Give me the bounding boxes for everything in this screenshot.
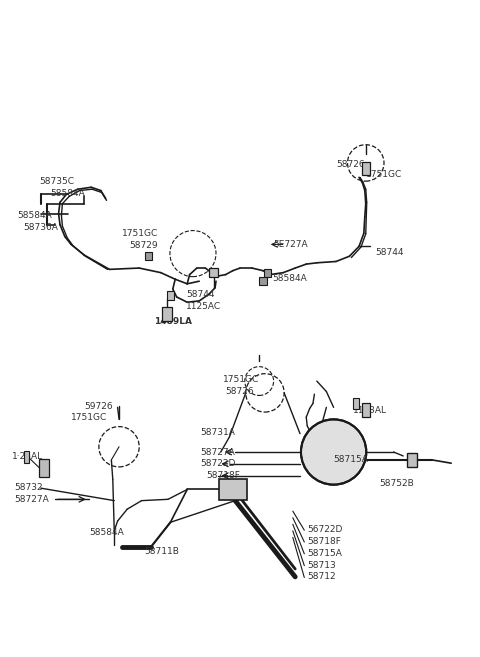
Bar — [39, 459, 49, 477]
Text: 58744: 58744 — [375, 248, 404, 257]
Text: 58584A: 58584A — [273, 274, 307, 283]
Bar — [167, 291, 174, 300]
Bar — [362, 162, 370, 175]
Text: 1123AL: 1123AL — [353, 406, 387, 415]
Bar — [219, 479, 247, 500]
Bar — [407, 453, 417, 467]
Text: 58729: 58729 — [130, 241, 158, 250]
Text: 58731A: 58731A — [201, 428, 236, 437]
Text: 58711B: 58711B — [144, 547, 179, 556]
Text: 58727A: 58727A — [201, 447, 235, 457]
Text: 56722D: 56722D — [307, 525, 343, 534]
Text: 58584A: 58584A — [17, 211, 51, 220]
Text: 1125AC: 1125AC — [186, 302, 221, 311]
Text: 58584A: 58584A — [89, 528, 123, 537]
Text: 1751GC: 1751GC — [366, 170, 402, 179]
Bar — [264, 269, 272, 277]
Bar — [145, 252, 153, 260]
Bar — [162, 307, 172, 321]
Text: 58584A: 58584A — [50, 189, 85, 198]
Bar — [209, 268, 218, 277]
Text: 58718F: 58718F — [307, 537, 341, 546]
Circle shape — [301, 419, 366, 485]
Text: 5E727A: 5E727A — [274, 240, 308, 249]
Text: 58727A: 58727A — [14, 495, 49, 504]
Text: 1751GC: 1751GC — [71, 413, 108, 422]
Text: 58713: 58713 — [307, 560, 336, 570]
Text: 58732: 58732 — [14, 483, 43, 492]
Text: 58715A: 58715A — [334, 455, 369, 464]
Text: 58726: 58726 — [226, 387, 254, 396]
Text: 1·23AL: 1·23AL — [12, 452, 43, 461]
Bar — [259, 277, 267, 285]
Bar — [362, 403, 370, 417]
Text: 59726: 59726 — [84, 401, 113, 411]
Bar — [353, 398, 359, 409]
Text: 1751GC: 1751GC — [122, 229, 159, 238]
Bar — [24, 451, 29, 463]
Text: 58722D: 58722D — [201, 459, 236, 468]
Text: 58744: 58744 — [186, 290, 215, 299]
Text: 58752B: 58752B — [379, 479, 414, 488]
Text: 58718F: 58718F — [206, 471, 240, 480]
Text: 58715A: 58715A — [307, 549, 342, 558]
Text: 1489LA: 1489LA — [154, 317, 192, 327]
Text: 58712: 58712 — [307, 572, 336, 581]
Text: 58735C: 58735C — [39, 177, 74, 186]
Text: 1751GC: 1751GC — [223, 375, 260, 384]
Text: 58736A: 58736A — [23, 223, 58, 232]
Text: 58726: 58726 — [336, 160, 365, 169]
